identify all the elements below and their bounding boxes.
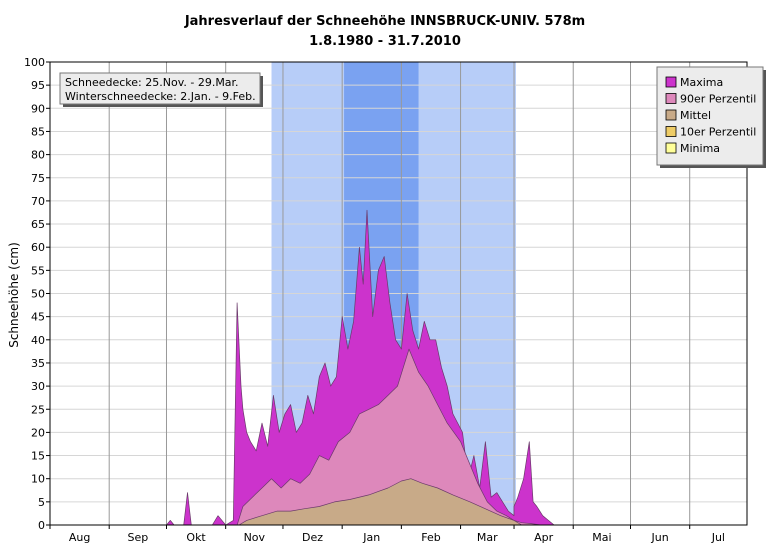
x-tick-label-feb: Feb <box>421 531 440 544</box>
y-tick-label-0: 0 <box>38 519 45 532</box>
y-tick-label-20: 20 <box>31 426 45 439</box>
y-tick-label-90: 90 <box>31 102 45 115</box>
annotation-winterschneedecke: Winterschneedecke: 2.Jan. - 9.Feb. <box>65 90 256 103</box>
chart-subtitle: 1.8.1980 - 31.7.2010 <box>309 34 461 49</box>
legend-label-1: 90er Perzentil <box>680 93 756 106</box>
y-tick-label-10: 10 <box>31 473 45 486</box>
x-tick-label-aug: Aug <box>69 531 90 544</box>
x-tick-label-mar: Mar <box>477 531 498 544</box>
x-tick-label-okt: Okt <box>186 531 206 544</box>
y-tick-label-75: 75 <box>31 172 45 185</box>
x-tick-label-sep: Sep <box>127 531 148 544</box>
y-tick-label-55: 55 <box>31 264 45 277</box>
y-tick-label-60: 60 <box>31 241 45 254</box>
legend-swatch-3 <box>665 126 677 137</box>
x-tick-label-jul: Jul <box>711 531 725 544</box>
y-tick-label-35: 35 <box>31 357 45 370</box>
legend-swatch-4 <box>665 142 677 154</box>
series-area-2 <box>238 478 523 526</box>
y-tick-label-40: 40 <box>31 334 45 347</box>
x-tick-label-dez: Dez <box>302 531 323 544</box>
x-ticks: Aug Sep Okt Nov Dez Jan Feb Mar Apr Mai Jun Jul <box>49 525 725 544</box>
x-tick-label-nov: Nov <box>244 531 266 544</box>
legend-label-4: Minima <box>680 142 720 155</box>
legend-swatch-1 <box>665 93 677 104</box>
legend-label-2: Mittel <box>680 109 711 122</box>
series-area-1 <box>232 348 542 526</box>
period-annotation-box: Schneedecke: 25.Nov. - 29.Mar. Wintersch… <box>59 72 263 107</box>
y-tick-label-30: 30 <box>31 380 45 393</box>
y-tick-label-65: 65 <box>31 218 45 231</box>
y-tick-label-25: 25 <box>31 403 45 416</box>
y-tick-label-70: 70 <box>31 195 45 208</box>
legend: Maxima 90er Perzentil Mittel 10er Perzentil… <box>656 66 766 168</box>
y-ticks: 0 5 10 15 20 25 30 35 40 45 50 55 60 65 70 75 80 85 90 95 10… <box>24 56 50 532</box>
y-tick-label-5: 5 <box>38 496 45 509</box>
y-tick-label-15: 15 <box>31 450 45 463</box>
x-tick-label-mai: Mai <box>592 531 611 544</box>
legend-label-3: 10er Perzentil <box>680 126 756 139</box>
y-tick-label-100: 100 <box>24 56 45 69</box>
series-areas <box>166 209 570 526</box>
y-axis-label: Schneehöhe (cm) <box>7 242 21 348</box>
x-tick-label-apr: Apr <box>534 531 554 544</box>
legend-swatch-0 <box>665 76 677 88</box>
y-tick-label-45: 45 <box>31 311 45 324</box>
legend-swatch-2 <box>665 109 677 121</box>
y-tick-label-85: 85 <box>31 125 45 138</box>
y-tick-label-95: 95 <box>31 79 45 92</box>
legend-label-0: Maxima <box>680 76 723 89</box>
annotation-schneedecke: Schneedecke: 25.Nov. - 29.Mar. <box>65 76 239 89</box>
chart-title: Jahresverlauf der Schneehöhe INNSBRUCK-U… <box>184 14 585 29</box>
x-tick-label-jan: Jan <box>362 531 380 544</box>
y-tick-label-50: 50 <box>31 288 45 301</box>
x-tick-label-jun: Jun <box>651 531 669 544</box>
y-tick-label-80: 80 <box>31 149 45 162</box>
